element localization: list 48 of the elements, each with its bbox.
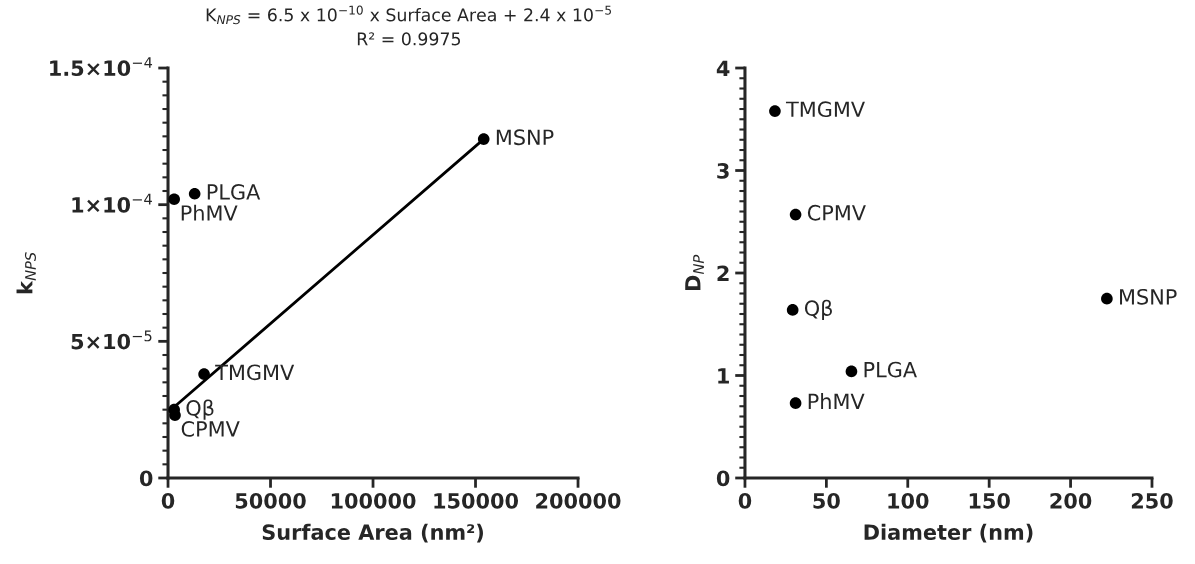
point bbox=[789, 397, 802, 409]
x-tick-label: 200 bbox=[1050, 492, 1092, 509]
x-axis-title: Diameter (nm) bbox=[864, 523, 1033, 543]
x-tick-label: 0 bbox=[738, 492, 752, 509]
point bbox=[769, 105, 781, 117]
y-axis-title: D$_{NP}$ bbox=[685, 254, 704, 291]
annotation: PhMV bbox=[808, 393, 865, 409]
annotation: PLGA bbox=[864, 361, 917, 378]
y-tick-label: 5×10$^{−5}$ bbox=[71, 330, 152, 350]
point bbox=[168, 193, 180, 206]
annotation: TMGMV bbox=[215, 364, 295, 381]
point bbox=[789, 208, 802, 221]
y-tick-label: 1.5×10$^{−4}$ bbox=[50, 57, 153, 77]
annotation: Qβ bbox=[804, 299, 832, 321]
annotation: PLGA bbox=[207, 184, 261, 200]
annotation: Qβ bbox=[186, 399, 214, 420]
x-tick-label: 50000 bbox=[235, 492, 306, 509]
point bbox=[198, 368, 210, 380]
chart-title: K$_{NPS}$ = 6.5 x 10$^{−10}$ x Surface Area + 2.4 x 10$^{−5}$ bbox=[206, 5, 612, 25]
point bbox=[188, 187, 201, 200]
y-tick-label: 2 bbox=[717, 265, 729, 281]
annotation: MSNP bbox=[496, 129, 554, 146]
x-axis-title: Surface Area (nm²) bbox=[262, 523, 483, 543]
y-tick-label: 0 bbox=[139, 470, 153, 487]
y-tick-label: 3 bbox=[717, 162, 729, 179]
point bbox=[786, 304, 799, 316]
y-tick-label: 4 bbox=[716, 60, 730, 76]
y-tick-label: 1 bbox=[718, 368, 729, 384]
x-tick-label: 100000 bbox=[331, 492, 416, 509]
x-tick-label: 150000 bbox=[434, 492, 519, 509]
annotation: MSNP bbox=[1120, 288, 1177, 305]
annotation: CPMV bbox=[181, 421, 240, 437]
x-tick-label: 150 bbox=[969, 492, 1010, 509]
y-axis-title: k$_{NPS}$ bbox=[16, 252, 36, 294]
point bbox=[1101, 292, 1113, 305]
annotation: TMGMV bbox=[785, 101, 865, 118]
y-tick-label: 0 bbox=[716, 470, 730, 487]
x-tick-label: 0 bbox=[161, 492, 175, 509]
x-tick-label: 200000 bbox=[536, 492, 621, 509]
point bbox=[845, 365, 858, 378]
annotation: PhMV bbox=[181, 204, 238, 221]
point bbox=[477, 133, 490, 145]
annotation: CPMV bbox=[807, 204, 866, 221]
y-tick-label: 1×10$^{−4}$ bbox=[72, 193, 152, 213]
x-tick-label: 250 bbox=[1131, 492, 1173, 509]
chart-subtitle: R² = 0.9975 bbox=[357, 32, 461, 46]
x-tick-label: 100 bbox=[888, 492, 929, 509]
x-tick-label: 50 bbox=[813, 492, 840, 509]
